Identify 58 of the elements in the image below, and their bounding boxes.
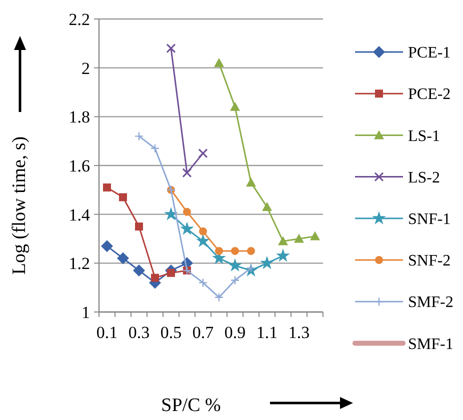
point	[260, 256, 274, 270]
y-axis-title: Log (flow time, s)	[9, 136, 30, 275]
point	[183, 208, 191, 216]
y-tick-label: 1.2	[68, 254, 90, 274]
point	[166, 44, 176, 54]
x-tick-label: 0.1	[96, 323, 118, 342]
point	[198, 278, 208, 288]
point	[199, 227, 207, 236]
y-tick-label: 2	[82, 58, 90, 78]
legend-label: PCE-2	[408, 86, 451, 104]
point	[231, 246, 239, 255]
point	[135, 222, 143, 231]
x-tick-label: 1.3	[288, 323, 310, 342]
point	[228, 258, 242, 272]
legend-label: PCE-1	[408, 44, 451, 62]
x-axis-title: SP/C %	[161, 395, 221, 416]
point	[230, 276, 240, 285]
x-tick-label: 0.5	[160, 323, 182, 342]
point	[262, 202, 272, 212]
point	[150, 144, 160, 154]
point	[196, 234, 210, 248]
x-tick-label: 1.1	[256, 323, 278, 342]
point	[101, 240, 113, 252]
point	[117, 252, 129, 264]
point	[214, 292, 224, 302]
legend-label: SMF-2	[408, 294, 454, 312]
point	[310, 231, 320, 240]
legend-label: SMF-1	[408, 336, 454, 353]
point	[134, 132, 144, 141]
point	[230, 102, 240, 111]
point	[119, 193, 127, 202]
legend-label: LS-2	[408, 169, 440, 186]
y-tick-label: 2.2	[68, 10, 90, 29]
point	[276, 248, 290, 262]
x-tick-label: 0.3	[128, 323, 150, 342]
point	[151, 274, 159, 282]
y-tick-label: 1	[82, 302, 90, 322]
x-tick-label: 0.9	[224, 323, 246, 342]
point	[180, 222, 194, 235]
point	[164, 207, 178, 220]
point	[103, 183, 111, 192]
x-tick-label: 0.7	[192, 323, 214, 342]
point	[133, 264, 145, 276]
point	[167, 268, 175, 277]
point	[214, 58, 224, 67]
point	[278, 236, 288, 246]
y-tick-label: 1.6	[68, 156, 90, 176]
y-tick-label: 1.4	[68, 205, 90, 224]
legend-label: SNF-2	[408, 252, 451, 270]
point	[198, 148, 208, 158]
point	[294, 234, 304, 243]
legend-label: LS-1	[408, 128, 440, 145]
point	[215, 246, 223, 255]
legend-label: SNF-1	[408, 211, 451, 228]
point	[247, 246, 255, 255]
y-tick-label: 1.8	[68, 108, 90, 127]
point	[182, 168, 192, 178]
point	[246, 178, 256, 187]
